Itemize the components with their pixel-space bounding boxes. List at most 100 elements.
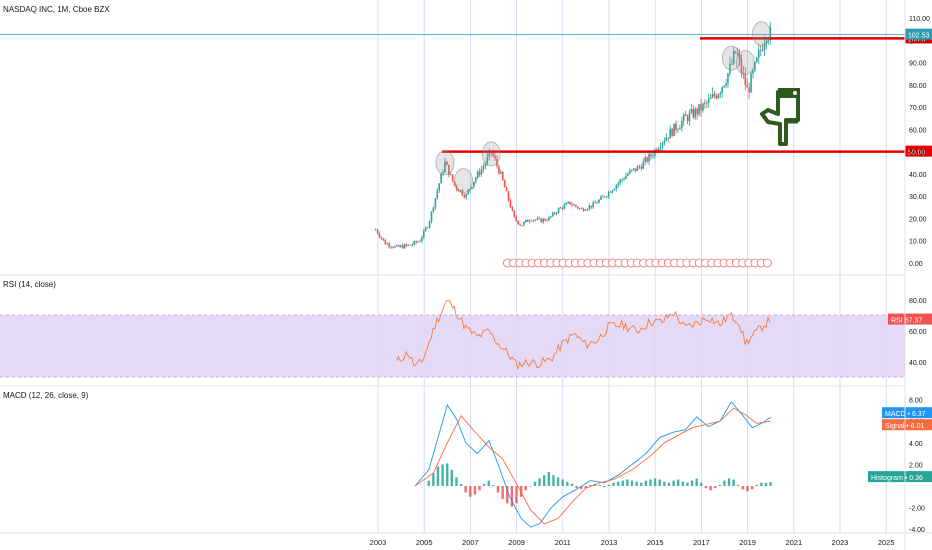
histogram-bar [538,478,541,486]
histogram-bar [667,482,671,486]
histogram-bar [529,486,532,487]
candle-body [482,166,485,169]
candle-body [615,185,618,189]
histogram-bar [482,483,486,486]
candle-body [505,187,508,192]
candle-body [378,233,381,238]
candle-body [621,179,623,181]
candle-body [611,190,614,193]
candle-body [419,241,421,242]
candle-body [480,168,483,175]
macd-tick: -2.00 [909,506,925,513]
histogram-bar [616,481,620,486]
candle-body [374,229,377,231]
histogram-bar [589,484,592,486]
price-axes: 0.00 10.00 20.00 30.00 40.00 50.00 60.00 70.00 8… [0,16,932,268]
candle-body [565,203,568,205]
candle-body [513,210,516,217]
candle-body [561,207,564,209]
candle-body [763,43,766,51]
candle-body [679,127,681,130]
candle-body [421,237,423,242]
histogram-bar [455,477,458,486]
last-price-badge [905,28,932,40]
histogram-bar [658,479,661,486]
histogram-bar [630,480,634,486]
candle-body [428,221,431,228]
candle-body [551,212,554,217]
candle-body [507,191,510,201]
histogram-bar [473,486,477,495]
candle-body [498,165,500,174]
histogram-bar [746,486,749,492]
histogram-bar [732,479,735,486]
price-tick: 40.00 [909,172,927,179]
candle-body [652,155,654,157]
histogram-bar [566,481,569,486]
candle-body [692,109,695,118]
candle-body [657,149,660,152]
candle-body [538,218,541,220]
price-tick: 0.00 [909,261,923,268]
candle-body [471,186,473,189]
candle-body [607,191,610,197]
candle-body [465,194,467,198]
candle-body [600,196,602,200]
candle-body [661,142,664,148]
candle-body [609,191,612,193]
candle-body [577,206,579,209]
candle-body [392,247,394,248]
candle-body [455,185,458,189]
candle-body [690,109,693,113]
candle-body [532,219,535,221]
candle-body [717,94,720,99]
x-tick-2011: 2011 [555,538,571,547]
histogram-bar [556,477,560,486]
candle-body [729,63,731,74]
candle-body [588,205,591,210]
candle-body [603,196,606,198]
candle-body [742,72,745,74]
histogram-bar [644,480,648,486]
histogram-bar [764,482,768,486]
candle-body [675,123,677,131]
candle-body [707,98,710,104]
candle-body [700,104,702,111]
candle-body [644,157,646,162]
candle-body [711,93,714,98]
candle-body [682,114,685,121]
candle-body [694,108,697,118]
candle-body [648,154,650,162]
candle-body [476,171,479,178]
histogram-bar [464,486,467,493]
candle-body [671,128,673,136]
candle-body [698,104,700,115]
candle-body [444,161,446,173]
macd-badge [882,407,932,419]
histogram-bar [496,486,500,493]
candle-body [397,245,400,247]
price-tick: 100.00 [909,38,931,45]
candle-body [677,129,679,131]
candle-body [544,218,546,221]
candle-body [442,172,444,174]
histogram-bar [677,479,680,486]
candle-body [596,202,598,204]
candle-body [528,220,531,222]
histogram-bar [635,481,638,486]
candle-body [750,73,752,93]
histogram-bar [690,480,694,486]
x-tick-2003: 2003 [370,538,387,547]
macd-tick: 4.00 [909,441,923,448]
candle-body [534,219,537,221]
candle-body [523,222,525,226]
candle-body [759,50,762,51]
candle-body [673,123,675,136]
candle-body [525,220,527,223]
price-tick: 30.00 [909,194,927,201]
histogram-bar [621,480,624,486]
candle-body [449,174,452,176]
candle-body [486,156,489,164]
macd-title: MACD (12, 26, close, 9) [3,391,89,400]
